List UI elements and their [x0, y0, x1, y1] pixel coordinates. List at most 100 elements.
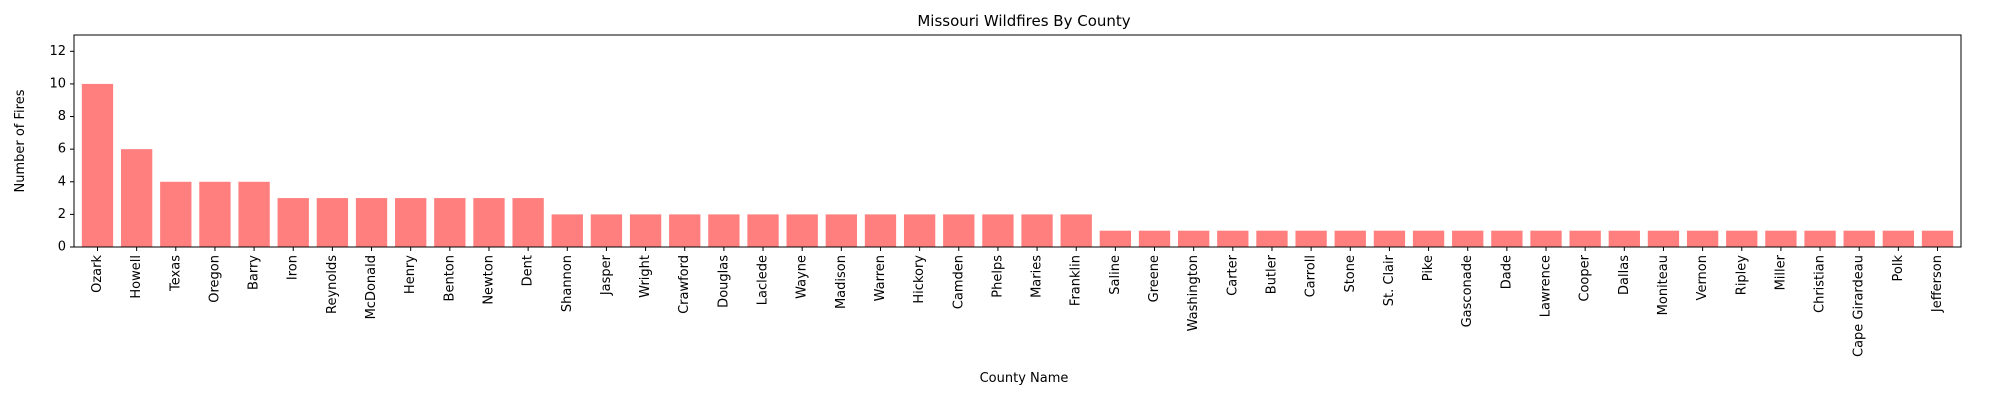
y-axis-title: Number of Fires	[13, 89, 28, 192]
x-tick-label: Benton	[442, 255, 457, 301]
x-tick-label: Laclede	[756, 255, 771, 305]
bar-dent	[512, 198, 544, 247]
x-tick-label: Carroll	[1304, 255, 1319, 297]
bar-cape-girardeau	[1843, 230, 1875, 247]
bar-moniteau	[1647, 230, 1680, 247]
x-tick-label: Madison	[834, 255, 849, 309]
bar-wayne	[786, 214, 818, 247]
y-tick-label: 0	[58, 240, 66, 255]
x-tick-label: Saline	[1108, 255, 1123, 295]
bar-gasconade	[1452, 230, 1484, 247]
x-tick-label: Ripley	[1734, 255, 1749, 296]
bar-washington	[1178, 230, 1210, 247]
bar-crawford	[669, 214, 701, 247]
x-tick-label: Douglas	[716, 255, 731, 308]
bar-madison	[825, 214, 857, 247]
bar-polk	[1882, 230, 1915, 247]
bar-hickory	[903, 214, 936, 247]
bar-saline	[1099, 230, 1132, 247]
x-tick-label: Wright	[638, 255, 653, 298]
bar-mcdonald	[355, 198, 388, 247]
x-tick-label: Jasper	[599, 254, 614, 296]
bar-newton	[473, 198, 505, 247]
x-tick-label: Iron	[286, 255, 301, 280]
x-tick-label: Moniteau	[1656, 255, 1671, 315]
bar-christian	[1804, 230, 1836, 247]
x-tick-label: Newton	[481, 255, 496, 305]
bar-benton	[434, 198, 466, 247]
y-tick-label: 12	[49, 44, 66, 59]
bar-oregon	[199, 181, 231, 247]
x-tick-label: Maries	[1030, 255, 1045, 298]
bar-jasper	[590, 214, 623, 247]
x-tick-label: Butler	[1264, 254, 1279, 294]
x-tick-label: Hickory	[912, 255, 927, 304]
x-tick-label: Henry	[403, 255, 418, 294]
x-tick-label: Camden	[951, 255, 966, 309]
y-tick-label: 2	[58, 207, 66, 222]
x-tick-label: St. Clair	[1382, 254, 1397, 306]
x-tick-label: Crawford	[677, 255, 692, 314]
y-axis-ticks: 0 2 4 6 8 10 12	[49, 44, 74, 255]
bar-lawrence	[1530, 230, 1562, 247]
chart-title: Missouri Wildfires By County	[917, 12, 1130, 30]
bar-dade	[1491, 230, 1523, 247]
bar-warren	[864, 214, 897, 247]
bar-pike	[1412, 230, 1445, 247]
bar-jefferson	[1921, 230, 1954, 247]
bar-laclede	[747, 214, 779, 247]
x-tick-label: Cooper	[1578, 254, 1593, 301]
bar-barry	[238, 181, 270, 247]
x-tick-label: Miller	[1773, 254, 1788, 290]
x-tick-label: Dade	[1499, 255, 1514, 289]
y-tick-label: 6	[58, 142, 66, 157]
bar-shannon	[551, 214, 583, 247]
y-tick-label: 10	[49, 76, 66, 91]
bar-miller	[1765, 230, 1797, 247]
bar-vernon	[1686, 230, 1719, 247]
bar-iron	[277, 198, 309, 247]
x-tick-label: Barry	[247, 255, 262, 290]
bar-franklin	[1060, 214, 1092, 247]
x-tick-label: Phelps	[990, 255, 1005, 298]
bar-camden	[943, 214, 975, 247]
bar-phelps	[982, 214, 1014, 247]
x-tick-label: Texas	[168, 255, 183, 292]
bar-reynolds	[316, 198, 349, 247]
bar-howell	[120, 149, 153, 247]
x-tick-label: Cape Girardeau	[1852, 255, 1867, 357]
x-tick-label: Warren	[873, 255, 888, 301]
x-tick-label: Greene	[1147, 255, 1162, 302]
x-tick-label: Reynolds	[325, 255, 340, 314]
x-tick-label: Stone	[1343, 255, 1358, 293]
x-axis-ticks: Ozark Howell Texas Oregon Barry Iron Reynolds M…	[90, 247, 1945, 357]
x-tick-label: Shannon	[560, 255, 575, 312]
x-axis-title: County Name	[980, 371, 1069, 386]
plot-frame	[73, 34, 1962, 248]
x-tick-label: Lawrence	[1539, 255, 1554, 317]
bar-ozark	[81, 83, 114, 247]
y-tick-label: 8	[58, 109, 66, 124]
bar-greene	[1138, 230, 1171, 247]
x-tick-label: Howell	[129, 255, 144, 299]
x-tick-label: Vernon	[1695, 255, 1710, 300]
bar-stone	[1334, 230, 1366, 247]
bars-group	[81, 83, 1954, 247]
x-tick-label: McDonald	[364, 255, 379, 319]
bar-ripley	[1726, 230, 1758, 247]
x-tick-label: Jefferson	[1930, 255, 1945, 313]
bar-cooper	[1569, 230, 1601, 247]
bar-henry	[395, 198, 427, 247]
x-tick-label: Dent	[521, 255, 536, 286]
y-tick-label: 4	[58, 174, 66, 189]
x-tick-label: Wayne	[795, 255, 810, 299]
bar-douglas	[708, 214, 740, 247]
bar-carroll	[1295, 230, 1327, 247]
x-tick-label: Polk	[1891, 255, 1906, 282]
bar-butler	[1256, 230, 1288, 247]
x-tick-label: Christian	[1813, 255, 1828, 313]
x-tick-label: Gasconade	[1460, 255, 1475, 327]
bar-carter	[1217, 230, 1249, 247]
